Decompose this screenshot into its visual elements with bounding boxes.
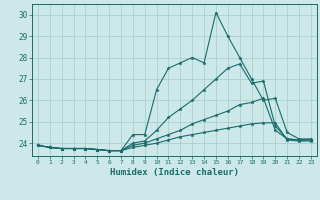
X-axis label: Humidex (Indice chaleur): Humidex (Indice chaleur) (110, 168, 239, 177)
